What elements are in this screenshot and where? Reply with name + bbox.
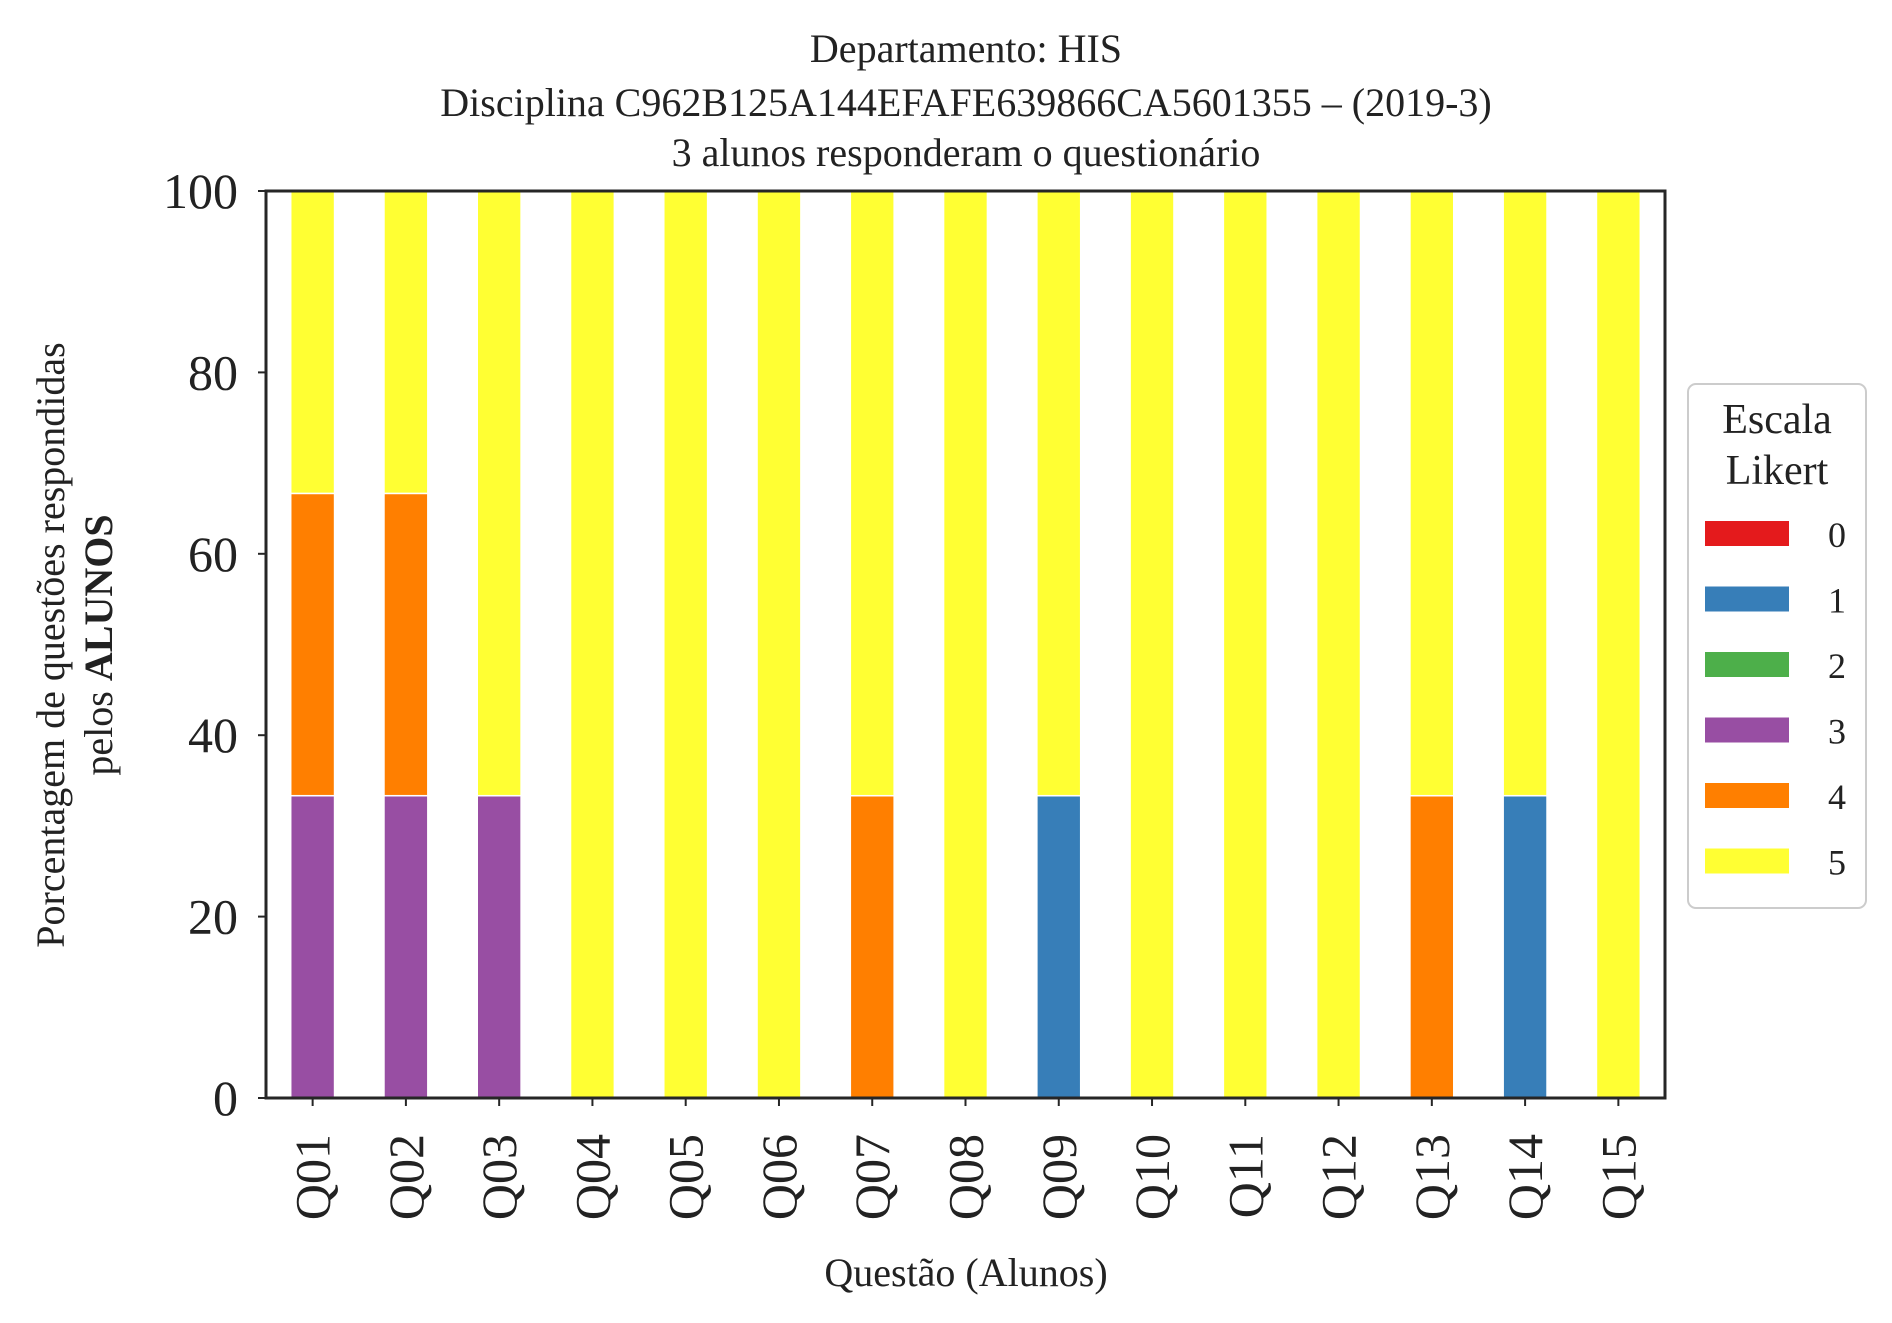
x-axis-ticks: Q01 Q02 Q03 Q04 Q05 Q06 Q07 Q08 Q09 Q10 Q11 Q12 Q13 Q…: [285, 1098, 1646, 1220]
bar-q15-scale-5: [1595, 190, 1642, 1099]
y-axis-ticks: 0 20 40 60 80 100: [163, 163, 266, 1126]
legend-label-scale-1: 1: [1828, 581, 1846, 621]
legend-swatch-scale-3: [1705, 717, 1789, 743]
y-tick-label: 0: [213, 1070, 238, 1126]
x-tick-label-q13: Q13: [1404, 1134, 1460, 1220]
bar-q01-scale-3: [289, 794, 336, 1099]
x-tick-label-q07: Q07: [844, 1134, 900, 1220]
bar-q04-scale-5: [569, 190, 616, 1099]
bar-q14-scale-5: [1502, 190, 1548, 797]
bar-q05-scale-5: [663, 190, 709, 1099]
x-tick-label-q15: Q15: [1590, 1134, 1646, 1220]
x-tick-label-q06: Q06: [751, 1134, 807, 1220]
legend-swatch-scale-1: [1705, 586, 1789, 612]
x-tick-label-q09: Q09: [1031, 1134, 1087, 1220]
legend-swatch-scale-4: [1705, 783, 1789, 808]
legend-label-scale-3: 3: [1828, 712, 1846, 752]
legend: Escala Likert 0 1 2 3 4 5: [1687, 383, 1867, 909]
x-axis-label: Questão (Alunos): [824, 1250, 1107, 1295]
x-tick-label-q02: Q02: [378, 1134, 434, 1220]
bar-q01-scale-4: [289, 492, 336, 797]
chart-title-line-3: 3 alunos responderam o questionário: [672, 130, 1261, 175]
bars-layer: [289, 190, 1642, 1099]
legend-entries: 0 1 2 3 4 5: [1705, 515, 1846, 883]
bar-q07-scale-5: [849, 190, 895, 797]
legend-label-scale-2: 2: [1828, 646, 1846, 686]
legend-label-scale-5: 5: [1828, 843, 1846, 883]
legend-label-scale-0: 0: [1828, 515, 1846, 555]
y-tick-label: 40: [188, 707, 238, 763]
bar-q13-scale-4: [1409, 794, 1455, 1099]
bar-q09-scale-5: [1036, 190, 1082, 797]
y-tick-label: 20: [188, 889, 238, 945]
y-tick-label: 100: [163, 163, 238, 219]
bar-q14-scale-1: [1502, 794, 1548, 1099]
bar-q07-scale-4: [849, 794, 895, 1099]
legend-title-line-1: Escala: [1722, 397, 1832, 443]
y-tick-label: 80: [188, 344, 238, 400]
x-tick-label-q14: Q14: [1497, 1134, 1553, 1220]
plot-area-frame: [264, 189, 1667, 1100]
y-axis-label-prefix: pelos: [76, 681, 121, 775]
x-tick-label-q05: Q05: [658, 1134, 714, 1220]
y-axis-label-line-1: Porcentagem de questões respondidas: [28, 342, 73, 947]
bar-q08-scale-5: [942, 190, 989, 1099]
bar-q12-scale-5: [1315, 190, 1362, 1099]
bar-q13-scale-5: [1409, 190, 1455, 797]
y-axis-label-line-2: pelos ALUNOS: [76, 514, 121, 775]
bar-q02-scale-3: [383, 794, 429, 1099]
bar-q02-scale-4: [383, 492, 429, 797]
bar-q10-scale-5: [1129, 190, 1175, 1099]
legend-swatch-scale-5: [1705, 848, 1789, 874]
bar-q03-scale-3: [476, 794, 522, 1099]
legend-frame: [1687, 383, 1867, 909]
y-axis-label-bold: ALUNOS: [76, 514, 121, 681]
bar-q01-scale-5: [289, 190, 336, 495]
bar-q06-scale-5: [756, 190, 802, 1099]
y-axis-label: Porcentagem de questões respondidas pelo…: [28, 342, 121, 947]
x-tick-label-q01: Q01: [285, 1134, 341, 1220]
x-tick-label-q12: Q12: [1311, 1134, 1367, 1220]
x-tick-label-q08: Q08: [938, 1134, 994, 1220]
legend-swatch-scale-0: [1705, 521, 1789, 546]
bar-q03-scale-5: [476, 190, 522, 797]
x-tick-label-q04: Q04: [564, 1134, 620, 1220]
chart-title-line-1: Departamento: HIS: [810, 26, 1122, 71]
legend-label-scale-4: 4: [1828, 777, 1846, 817]
bar-q02-scale-5: [383, 190, 429, 495]
legend-title-line-2: Likert: [1726, 448, 1829, 494]
legend-swatch-scale-2: [1705, 652, 1789, 677]
bar-q09-scale-1: [1036, 794, 1082, 1099]
chart-title-line-2: Disciplina C962B125A144EFAFE639866CA5601…: [440, 80, 1491, 125]
x-tick-label-q10: Q10: [1124, 1134, 1180, 1220]
bar-q11-scale-5: [1222, 190, 1268, 1099]
x-tick-label-q11: Q11: [1217, 1134, 1273, 1218]
y-tick-label: 60: [188, 526, 238, 582]
x-tick-label-q03: Q03: [471, 1134, 527, 1220]
